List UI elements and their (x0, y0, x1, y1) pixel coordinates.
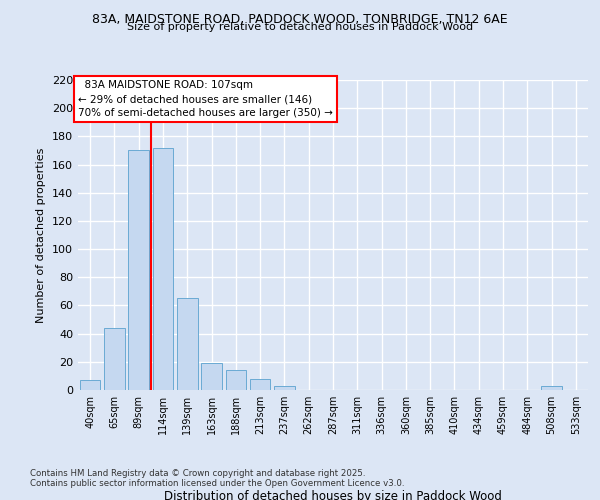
Text: Contains HM Land Registry data © Crown copyright and database right 2025.: Contains HM Land Registry data © Crown c… (30, 468, 365, 477)
Bar (541, 386, 562, 390)
Bar (80, 380, 100, 390)
Bar (152, 148, 173, 390)
Text: Contains public sector information licensed under the Open Government Licence v3: Contains public sector information licen… (30, 478, 404, 488)
Text: 83A, MAIDSTONE ROAD, PADDOCK WOOD, TONBRIDGE, TN12 6AE: 83A, MAIDSTONE ROAD, PADDOCK WOOD, TONBR… (92, 12, 508, 26)
Bar (226, 370, 246, 390)
Bar (274, 386, 295, 390)
Bar (177, 298, 197, 390)
Y-axis label: Number of detached properties: Number of detached properties (37, 148, 46, 322)
Bar (250, 378, 271, 390)
Bar (104, 328, 125, 390)
Text: 83A MAIDSTONE ROAD: 107sqm
← 29% of detached houses are smaller (146)
70% of sem: 83A MAIDSTONE ROAD: 107sqm ← 29% of deta… (78, 80, 333, 118)
X-axis label: Distribution of detached houses by size in Paddock Wood: Distribution of detached houses by size … (164, 490, 502, 500)
Bar (128, 150, 149, 390)
Bar (201, 363, 222, 390)
Text: Size of property relative to detached houses in Paddock Wood: Size of property relative to detached ho… (127, 22, 473, 32)
